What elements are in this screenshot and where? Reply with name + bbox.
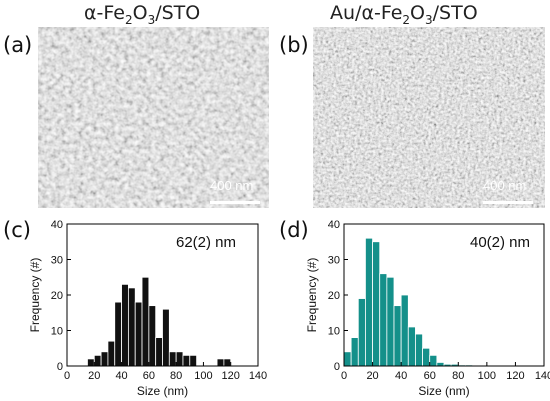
hist-c-y-tick-label: 40 <box>51 219 63 231</box>
hist-c-x-tick-label: 0 <box>64 370 70 382</box>
hist-c-bar <box>175 351 184 367</box>
hist-c-bar <box>223 358 232 367</box>
sem-image-a: 400 nm <box>38 27 269 208</box>
hist-c-bar <box>162 308 170 367</box>
sem-texture-a <box>38 27 269 208</box>
hist-c-bar <box>107 340 116 367</box>
panel-c-label: (c) <box>3 218 31 242</box>
hist-c-y-tick-label: 10 <box>51 326 63 338</box>
hist-c-bar <box>155 337 163 367</box>
hist-c-x-tick-label: 140 <box>249 370 267 382</box>
hist-c-bar <box>87 358 95 367</box>
hist-c-bar <box>93 354 102 367</box>
hist-c-bar <box>141 276 150 367</box>
hist-c-x-tick-label: 80 <box>170 370 182 382</box>
hist-c-bar <box>127 287 136 367</box>
scale-label-b: 400 nm <box>483 178 527 193</box>
hist-c-x-tick-label: 100 <box>194 370 212 382</box>
hist-c-bar <box>114 301 122 367</box>
hist-c-bar <box>134 301 143 367</box>
hist-c-x-tick-label: 20 <box>88 370 100 382</box>
hist-c-bar <box>121 283 129 367</box>
hist-c-bar <box>182 354 191 367</box>
hist-c-y-axis-label: Frequency (#) <box>28 258 42 333</box>
hist-c-x-tick-label: 60 <box>143 370 155 382</box>
hist-c-x-tick-label: 120 <box>222 370 240 382</box>
hist-c-size-annotation: 62(2) nm <box>176 234 236 251</box>
panel-a-label: (a) <box>3 33 33 57</box>
panel-d-label: (d) <box>279 218 309 242</box>
hist-c-y-tick-label: 30 <box>51 255 63 267</box>
scale-bar-b <box>483 201 533 204</box>
hist-c-bar <box>148 305 157 367</box>
hist-c-x-axis-label: Size (nm) <box>137 384 188 398</box>
hist-c-bar <box>168 351 177 367</box>
hist-c-x-tick-label: 40 <box>115 370 127 382</box>
hist-c-bar <box>100 351 109 367</box>
hist-c-bar <box>216 358 225 367</box>
sem-image-b: 400 nm <box>313 27 545 208</box>
panel-b-label: (b) <box>279 33 309 57</box>
hist-c-bar <box>189 354 198 367</box>
hist-c-y-tick-label: 20 <box>51 290 63 302</box>
panel-b-title: Au/α-Fe2O3/STO <box>330 2 478 27</box>
scale-bar-a <box>210 201 260 204</box>
hist-c-y-tick-label: 0 <box>57 361 63 373</box>
panel-a-title: α-Fe2O3/STO <box>84 2 201 27</box>
scale-label-a: 400 nm <box>210 178 254 193</box>
sem-texture-b <box>313 27 545 208</box>
